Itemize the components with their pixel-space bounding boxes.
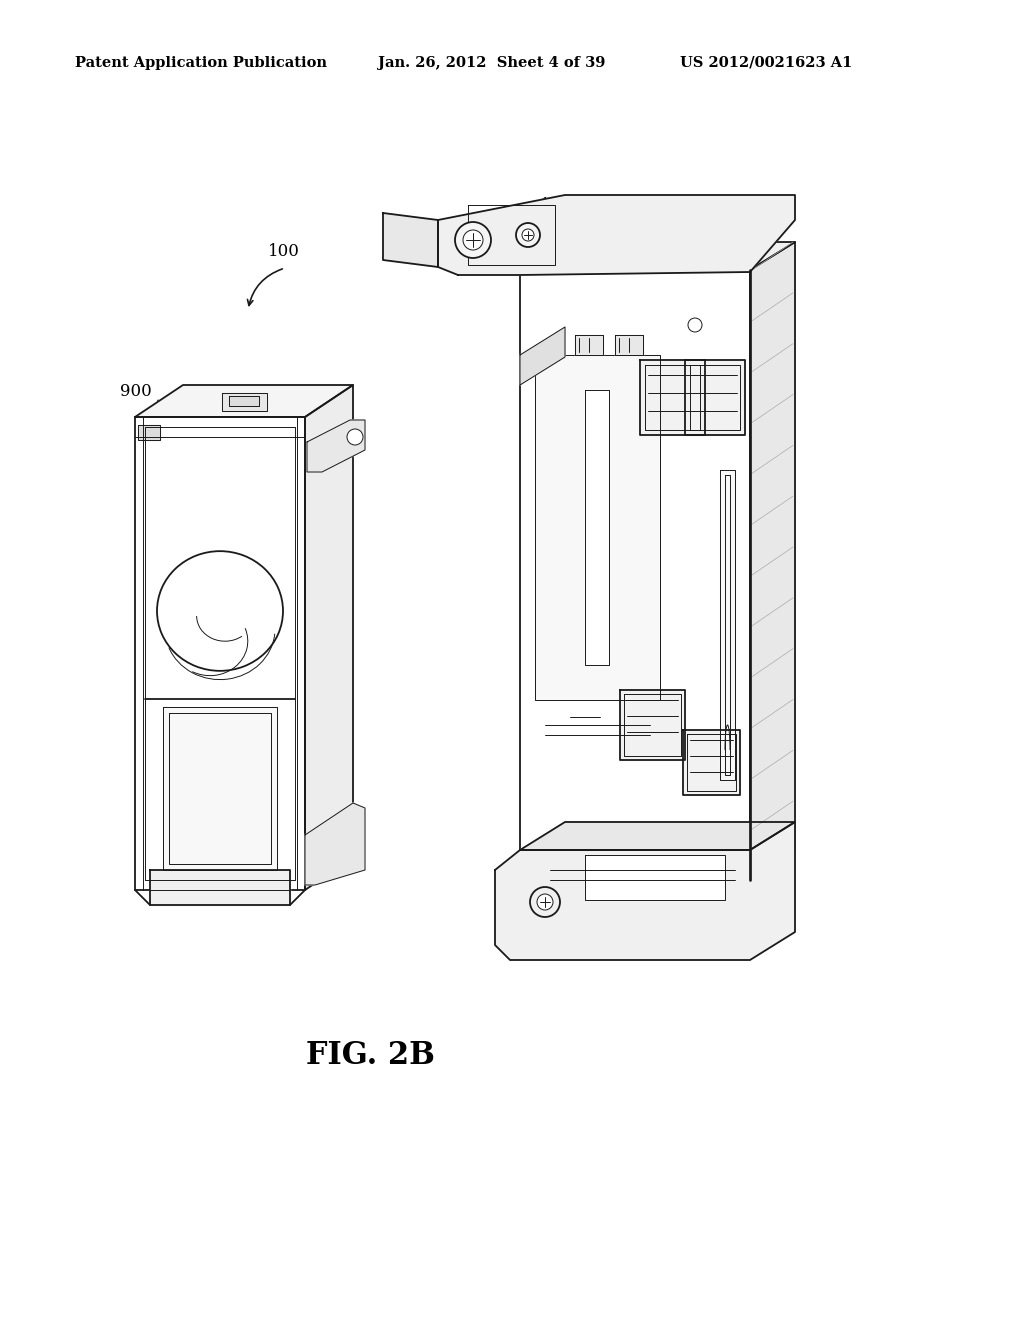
Polygon shape	[685, 360, 745, 436]
Polygon shape	[150, 870, 290, 906]
Text: FIG. 2B: FIG. 2B	[305, 1040, 434, 1071]
Circle shape	[455, 222, 490, 257]
Polygon shape	[585, 389, 609, 665]
Polygon shape	[305, 803, 365, 884]
Polygon shape	[438, 195, 795, 275]
Polygon shape	[135, 417, 305, 890]
Polygon shape	[229, 396, 259, 407]
Polygon shape	[520, 822, 795, 850]
Circle shape	[688, 318, 702, 333]
Text: 100: 100	[268, 243, 300, 260]
Polygon shape	[683, 730, 740, 795]
Polygon shape	[383, 213, 438, 267]
Circle shape	[347, 429, 362, 445]
Polygon shape	[138, 425, 160, 440]
Text: 900: 900	[120, 384, 152, 400]
Polygon shape	[135, 385, 353, 417]
Polygon shape	[620, 690, 685, 760]
Polygon shape	[535, 355, 660, 700]
Polygon shape	[520, 327, 565, 385]
Text: 110: 110	[169, 883, 201, 900]
Polygon shape	[615, 335, 643, 355]
Text: 1600: 1600	[540, 197, 583, 214]
Polygon shape	[640, 360, 705, 436]
Circle shape	[522, 228, 534, 242]
Polygon shape	[575, 335, 603, 355]
Polygon shape	[520, 242, 795, 271]
Circle shape	[463, 230, 483, 249]
Polygon shape	[221, 393, 266, 411]
Circle shape	[537, 894, 553, 909]
Polygon shape	[495, 822, 795, 960]
Polygon shape	[520, 271, 750, 880]
Polygon shape	[307, 420, 365, 473]
Text: Jan. 26, 2012  Sheet 4 of 39: Jan. 26, 2012 Sheet 4 of 39	[378, 55, 605, 70]
Polygon shape	[585, 855, 725, 900]
Text: Patent Application Publication: Patent Application Publication	[75, 55, 327, 70]
Circle shape	[516, 223, 540, 247]
Polygon shape	[750, 242, 795, 880]
Text: US 2012/0021623 A1: US 2012/0021623 A1	[680, 55, 852, 70]
Circle shape	[530, 887, 560, 917]
Polygon shape	[305, 385, 353, 890]
Polygon shape	[720, 470, 735, 780]
Polygon shape	[163, 708, 278, 870]
